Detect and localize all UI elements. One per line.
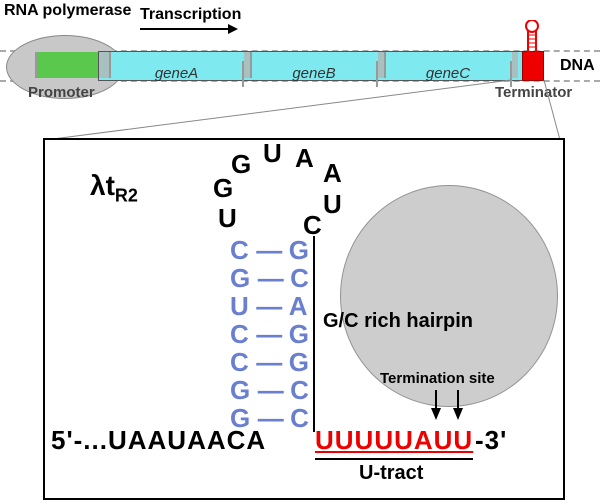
stem-row: G — C [230, 375, 310, 403]
bond-icon: — [258, 263, 284, 293]
bond-icon: — [256, 291, 282, 321]
stem-r: A [289, 291, 309, 321]
five-prime-seq: 5'-...UAAUAACA [51, 425, 266, 456]
stem-r: C [290, 263, 310, 293]
bond-icon: — [258, 375, 284, 405]
u-tract-seq: UUUUUAUU [315, 425, 473, 456]
stem-l: C [230, 319, 250, 349]
stem-l: U [230, 291, 250, 321]
stem-r: G [289, 319, 310, 349]
stem-r: C [290, 403, 310, 433]
termination-site-label: Termination site [380, 370, 495, 387]
stem-row: U — A [230, 291, 310, 319]
stem-row: C — G [230, 319, 310, 347]
term-arrow-2-head [453, 408, 463, 420]
stem-l: C [230, 235, 250, 265]
utract-label: U-tract [359, 462, 423, 485]
callout-lines [0, 0, 600, 150]
utract-bracket [315, 458, 473, 460]
three-prime: -3' [475, 425, 507, 456]
stem-r: G [289, 347, 310, 377]
stem-row: G — C [230, 263, 310, 291]
term-arrow-1-shaft [435, 390, 437, 410]
stem-l: G [230, 263, 251, 293]
stem-r: G [289, 235, 310, 265]
gc-bracket [313, 236, 315, 432]
stem: C — G G — C U — A C — G C — G [230, 235, 310, 431]
stem-l: C [230, 347, 250, 377]
loop-base-2: G [231, 149, 252, 180]
term-arrow-2-shaft [457, 390, 459, 410]
loop-base-5: A [323, 158, 343, 189]
loop-base-0: U [218, 203, 238, 234]
loop-base-3: U [263, 138, 283, 169]
bond-icon: — [256, 347, 282, 377]
bond-icon: — [256, 235, 282, 265]
term-arrow-1-head [431, 408, 441, 420]
stem-row: C — G [230, 235, 310, 263]
loop-base-4: A [295, 143, 315, 174]
loop-base-6: U [323, 189, 343, 220]
stem-l: G [230, 375, 251, 405]
hairpin-name-prefix: λt [90, 170, 115, 201]
gc-label: G/C rich hairpin [323, 310, 473, 333]
detail-box: λtR2 U G G U A A U C C — G G — C U [43, 138, 565, 500]
hairpin-name-sub: R2 [115, 186, 138, 206]
stem-row: C — G [230, 347, 310, 375]
stem-r: C [290, 375, 310, 405]
hairpin-name: λtR2 [90, 170, 138, 207]
bond-icon: — [256, 319, 282, 349]
